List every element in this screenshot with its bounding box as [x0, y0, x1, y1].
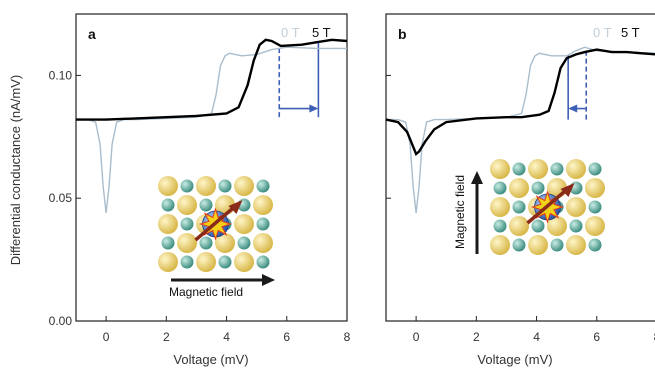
panel-a-inset-green-atom — [200, 199, 213, 212]
panel-a-inset-green-atom — [181, 180, 194, 193]
panel-a: a 0 T 5 T 0.00 0.05 0.10 0 2 4 6 8 Voltage (mV… — [49, 14, 351, 367]
panel-a-series-5t-line — [76, 40, 347, 120]
panel-a-inset-green-atom — [219, 180, 232, 193]
panel-b-xtick-label: 2 — [473, 330, 480, 344]
panel-b-inset-green-atom — [589, 201, 602, 214]
panel-a-inset-yellow-atom — [253, 195, 273, 215]
panel-a-inset-yellow-atom — [158, 176, 178, 196]
panel-b-legend-5t: 5 T — [621, 25, 640, 40]
panel-a-inset-green-atom — [257, 256, 270, 269]
panel-a-inset-yellow-atom — [234, 176, 254, 196]
panel-b-xtick-label: 0 — [413, 330, 420, 344]
panel-a-inset-yellow-atom — [177, 195, 197, 215]
panel-a-frame — [76, 14, 347, 321]
panel-b-xtick-label: 4 — [533, 330, 540, 344]
panel-a-inset-green-atom — [181, 256, 194, 269]
panel-b-inset-yellow-atom — [585, 216, 605, 236]
panel-a-field-label: Magnetic field — [169, 285, 243, 299]
panel-b-inset-yellow-atom — [585, 178, 605, 198]
panel-b-inset-green-atom — [551, 239, 564, 252]
panel-b-inset-green-atom — [551, 163, 564, 176]
panel-a-xtick-label: 0 — [103, 330, 110, 344]
panel-b-inset-yellow-atom — [490, 197, 510, 217]
panel-a-x-axis-title: Voltage (mV) — [173, 352, 248, 367]
y-axis-title: Differential conductance (nA/mV) — [8, 75, 23, 266]
panel-b-shift-arrowhead — [568, 105, 577, 113]
panel-a-xtick-label: 4 — [223, 330, 230, 344]
panel-b-series-5t-line — [386, 50, 655, 154]
panel-b-field-arrow — [471, 171, 483, 254]
panel-b-inset-yellow-atom — [566, 159, 586, 179]
panel-a-xtick-label: 2 — [163, 330, 170, 344]
panel-b-inset-yellow-atom — [528, 159, 548, 179]
panel-a-inset-yellow-atom — [177, 233, 197, 253]
panel-b-inset-green-atom — [513, 201, 526, 214]
panel-a-inset-green-atom — [200, 237, 213, 250]
panel-b-xtick-label: 6 — [593, 330, 600, 344]
panel-b-inset-green-atom — [513, 163, 526, 176]
panel-a-xtick-label: 6 — [283, 330, 290, 344]
panel-b-label: b — [398, 26, 407, 42]
panel-a-shift-arrowhead — [309, 105, 318, 113]
panel-b-inset-green-atom — [532, 182, 545, 195]
panel-b-inset-yellow-atom — [490, 235, 510, 255]
panel-a-inset-green-atom — [257, 218, 270, 231]
panel-a-inset-green-atom — [257, 180, 270, 193]
panel-a-ytick-label: 0.00 — [49, 314, 73, 328]
panel-a-inset: Magnetic field — [158, 176, 275, 299]
panel-a-inset-green-atom — [162, 199, 175, 212]
panel-b-inset-green-atom — [513, 239, 526, 252]
panel-a-legend-0t: 0 T — [281, 25, 300, 40]
panel-a-legend-5t: 5 T — [312, 25, 331, 40]
panel-b-inset-green-atom — [494, 182, 507, 195]
panel-b-inset-green-atom — [532, 220, 545, 233]
panel-a-inset-yellow-atom — [234, 214, 254, 234]
panel-b-inset-yellow-atom — [509, 216, 529, 236]
panel-b-inset-green-atom — [494, 220, 507, 233]
panel-b-field-label: Magnetic field — [453, 175, 467, 249]
panel-a-inset-yellow-atom — [234, 252, 254, 272]
panel-a-inset-yellow-atom — [253, 233, 273, 253]
panel-a-inset-green-atom — [181, 218, 194, 231]
panel-b-inset-yellow-atom — [528, 235, 548, 255]
panel-a-inset-yellow-atom — [158, 252, 178, 272]
panel-a-label: a — [88, 26, 96, 42]
panel-b-inset-green-atom — [589, 239, 602, 252]
panel-b-inset-yellow-atom — [566, 235, 586, 255]
panel-b-inset-yellow-atom — [509, 178, 529, 198]
panel-a-inset-yellow-atom — [196, 176, 216, 196]
panel-a-inset-yellow-atom — [158, 214, 178, 234]
panel-b-inset-green-atom — [570, 220, 583, 233]
panel-a-xtick-label: 8 — [344, 330, 351, 344]
panel-b-x-axis-title: Voltage (mV) — [477, 352, 552, 367]
panel-b-inset-yellow-atom — [490, 159, 510, 179]
panel-b-legend-0t: 0 T — [593, 25, 612, 40]
panel-b-inset-yellow-atom — [566, 197, 586, 217]
panel-a-inset-green-atom — [219, 256, 232, 269]
panel-b-inset-green-atom — [589, 163, 602, 176]
panel-a-ytick-label: 0.10 — [49, 68, 73, 82]
panel-b-inset — [490, 159, 605, 255]
panel-a-inset-green-atom — [238, 237, 251, 250]
panel-a-ytick-label: 0.05 — [49, 191, 73, 205]
panel-a-inset-yellow-atom — [196, 252, 216, 272]
panel-a-inset-green-atom — [162, 237, 175, 250]
